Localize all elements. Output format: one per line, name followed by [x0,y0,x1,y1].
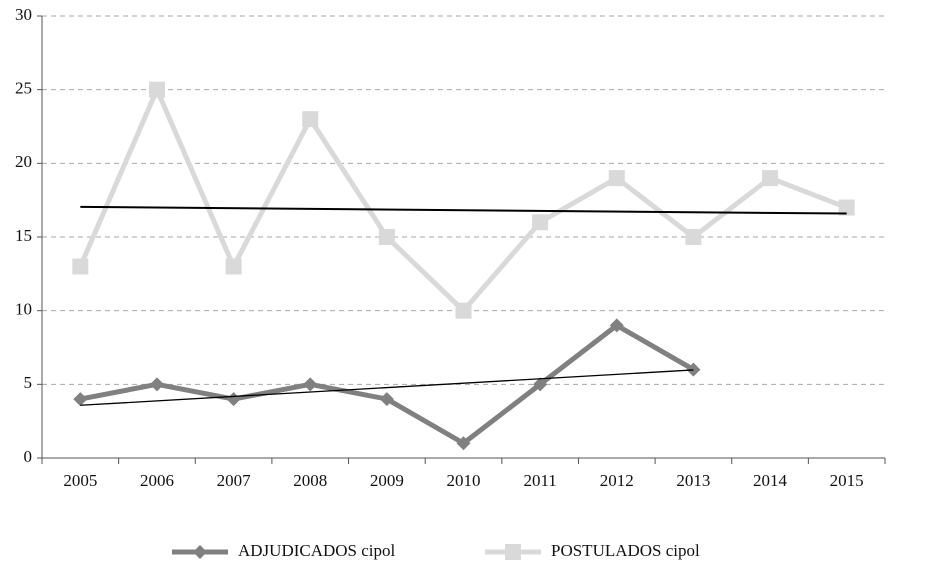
legend-marker [505,544,521,560]
x-tick-label: 2009 [370,471,404,490]
data-point [148,81,165,98]
data-point [608,170,625,187]
x-tick-label: 2008 [293,471,327,490]
legend-label: ADJUDICADOS cipol [238,541,396,560]
x-tick-label: 2015 [830,471,864,490]
y-tick-label: 0 [24,447,33,466]
legend-label: POSTULADOS cipol [551,541,700,560]
data-point [609,318,624,333]
data-point [456,436,471,451]
data-point [686,362,701,377]
data-point [762,170,779,187]
y-tick-label: 15 [15,226,32,245]
y-tick-label: 25 [15,79,32,98]
y-tick-label: 20 [15,152,32,171]
series-line [78,87,848,314]
data-point [72,258,89,275]
x-tick-label: 2010 [447,471,481,490]
data-point [378,229,395,245]
x-tick-label: 2006 [140,471,174,490]
data-point [303,377,318,392]
data-point [685,229,702,245]
y-tick-label: 10 [15,300,32,319]
x-tick-label: 2013 [676,471,710,490]
trend-line [80,205,847,215]
data-point [379,392,394,407]
data-point [532,214,549,231]
x-tick-label: 2014 [753,471,788,490]
data-point [455,302,472,319]
data-point [533,377,548,392]
y-tick-label: 30 [15,5,32,24]
data-point [226,392,241,407]
legend-marker [193,545,207,559]
trend-line [80,369,694,406]
data-point [149,377,164,392]
data-point [225,258,242,275]
data-point [838,199,855,216]
data-point [73,392,88,407]
x-tick-label: 2011 [523,471,556,490]
y-tick-label: 5 [24,373,33,392]
x-tick-label: 2005 [63,471,97,490]
x-tick-label: 2007 [217,471,252,490]
data-point [302,111,319,128]
x-tick-label: 2012 [600,471,634,490]
